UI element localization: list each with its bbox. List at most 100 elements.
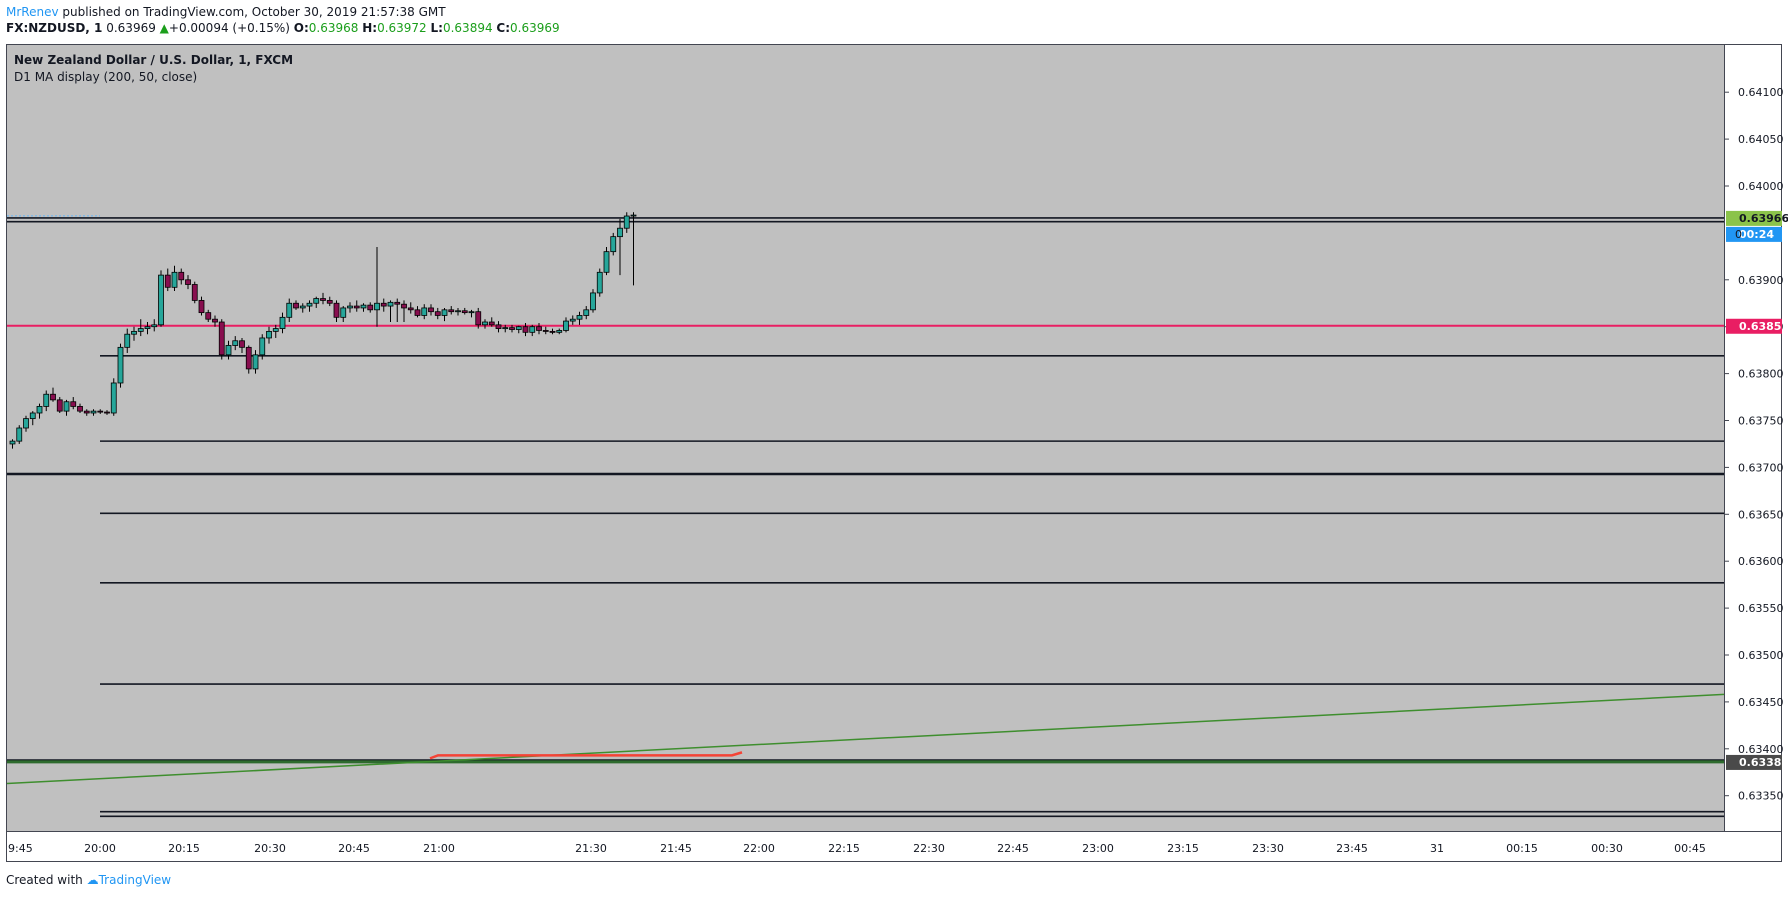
candle-body-82 (563, 320, 569, 331)
candle-body-32 (225, 345, 232, 356)
candle-body-83 (569, 318, 576, 322)
candle-body-31 (218, 321, 225, 356)
candle-body-57 (394, 301, 401, 305)
candle-body-9 (70, 401, 77, 407)
candle-body-49 (340, 307, 347, 318)
up-arrow-icon: ▲ (159, 21, 169, 35)
candle-body-81 (556, 330, 563, 333)
candle-body-58 (401, 303, 407, 309)
candle-body-70 (482, 321, 488, 326)
time-tick-19: 00:45 (1674, 842, 1706, 855)
candle-body-12 (90, 410, 97, 414)
candle-body-7 (56, 399, 63, 412)
time-tick-16: 31 (1430, 842, 1444, 855)
candle-body-44 (306, 302, 313, 307)
price-tick-2: 0.64000 (1738, 180, 1784, 193)
price-tick-12: 0.63450 (1738, 696, 1784, 709)
time-tick-11: 22:45 (997, 842, 1029, 855)
price-tick-hidden: 0 (1735, 228, 1742, 241)
candle-body-5 (43, 393, 50, 407)
last-price: 0.63969 (106, 21, 156, 35)
candle-body-89 (610, 236, 617, 253)
time-axis[interactable] (6, 832, 1725, 862)
trend-line (7, 693, 1724, 785)
candle-body-88 (603, 251, 610, 273)
tradingview-logo-icon: ☁ (86, 873, 99, 887)
price-badge-0 (1726, 210, 1782, 226)
candle-body-42 (293, 302, 299, 309)
ohlc-line: FX:NZDUSD, 1 0.63969 ▲+0.00094 (+0.15%) … (6, 21, 560, 35)
low-value: 0.63894 (442, 21, 493, 35)
price-badge-1 (1726, 226, 1782, 242)
candle-body-23 (164, 274, 171, 288)
price-tick-11: 0.63500 (1738, 649, 1784, 662)
candle-body-85 (583, 309, 590, 316)
candle-body-66 (455, 310, 461, 313)
price-badge-2 (1726, 318, 1782, 334)
candle-body-56 (387, 301, 394, 307)
candle-body-86 (590, 292, 596, 311)
candle-body-39 (272, 328, 279, 332)
plot-group (7, 212, 1724, 818)
author-link[interactable]: MrRenev (6, 5, 59, 19)
candle-body-25 (178, 271, 185, 281)
time-tick-3: 20:30 (254, 842, 286, 855)
price-badge-label-0: 0.63966 (1739, 212, 1788, 225)
time-tick-8: 22:00 (743, 842, 775, 855)
candle-body-26 (185, 279, 191, 285)
price-tick-13: 0.63400 (1738, 743, 1784, 756)
candle-body-48 (333, 302, 340, 318)
candle-body-65 (448, 309, 455, 313)
ma-line (429, 751, 743, 760)
candle-body-76 (522, 326, 529, 333)
candle-body-40 (279, 316, 286, 329)
time-tick-9: 22:15 (828, 842, 860, 855)
candle-body-61 (421, 307, 428, 316)
candle-body-28 (198, 300, 205, 314)
candle-body-43 (299, 305, 306, 309)
price-axis[interactable] (1725, 44, 1782, 832)
candle-body-59 (407, 307, 414, 311)
close-label: C: (496, 21, 511, 35)
price-badge-label-2: 0.63851 (1739, 320, 1788, 333)
price-tick-3: 0.63900 (1738, 274, 1784, 287)
chart-pane[interactable] (6, 44, 1725, 832)
candle-body-63 (434, 311, 441, 316)
candle-body-79 (542, 330, 549, 332)
open-value: 0.63968 (308, 21, 359, 35)
time-tick-5: 21:00 (423, 842, 455, 855)
time-tick-10: 22:30 (913, 842, 945, 855)
price-badge-label-1: 00:24 (1739, 228, 1774, 241)
candle-body-77 (529, 326, 536, 333)
publish-info: MrRenev published on TradingView.com, Oc… (6, 5, 446, 19)
candle-body-90 (617, 227, 623, 238)
time-tick-12: 23:00 (1082, 842, 1114, 855)
candle-body-80 (549, 330, 556, 333)
high-label: H: (362, 21, 378, 35)
price-tick-5: 0.63800 (1738, 368, 1784, 381)
candle-body-27 (191, 284, 198, 301)
candle-body-16 (117, 346, 124, 384)
tradingview-link[interactable]: TradingView (98, 873, 172, 887)
candle-body-91 (623, 215, 630, 229)
footer: Created with ☁TradingView (6, 873, 171, 887)
price-tick-7: 0.63700 (1738, 461, 1784, 474)
candle-body-84 (576, 315, 583, 320)
chart-legend-title: New Zealand Dollar / U.S. Dollar, 1, FXC… (14, 53, 294, 67)
candle-body-11 (83, 410, 90, 414)
candle-body-15 (110, 382, 117, 414)
published-text: published on TradingView.com, October 30… (62, 5, 446, 19)
candle-body-64 (441, 309, 448, 316)
time-tick-6: 21:30 (575, 842, 607, 855)
price-tick-10: 0.63550 (1738, 602, 1784, 615)
close-value: 0.63969 (510, 21, 560, 35)
time-tick-15: 23:45 (1336, 842, 1368, 855)
candle-body-21 (151, 324, 158, 328)
candle-body-62 (428, 307, 434, 313)
indicator-legend[interactable]: D1 MA display (200, 50, close) (14, 70, 198, 84)
candle-body-78 (536, 326, 542, 331)
candle-body-74 (509, 327, 515, 330)
candle-body-38 (266, 330, 272, 339)
low-label: L: (430, 21, 443, 35)
